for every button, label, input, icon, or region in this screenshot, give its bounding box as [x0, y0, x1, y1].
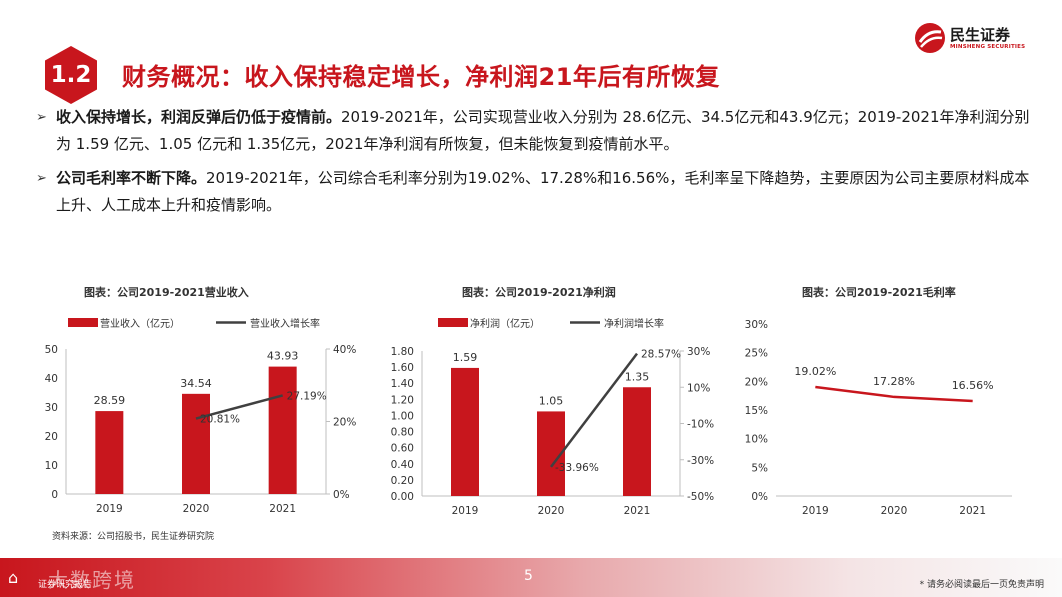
bullet-bold-lead: 公司毛利率不断下降。 — [56, 169, 207, 187]
page-number: 5 — [524, 568, 533, 584]
page-title: 财务概况：收入保持稳定增长，净利润21年后有所恢复 — [122, 63, 720, 91]
y-tick-label: 1.00 — [391, 410, 414, 422]
chart-title: 图表：公司2019-2021营业收入 — [84, 285, 249, 299]
data-source-note: 资料来源：公司招股书，民生证券研究院 — [52, 532, 215, 542]
x-tick-label: 2021 — [624, 505, 651, 517]
y2-tick-label: -50% — [687, 491, 714, 503]
footer-bar — [0, 558, 1062, 597]
chart-title: 图表：公司2019-2021毛利率 — [802, 285, 956, 299]
legend-label-bar: 营业收入（亿元） — [100, 317, 180, 330]
bullet-text: 2019-2021年，公司实现营业收入分别为 28.6亿元、34.5亿元和43.… — [56, 108, 1030, 153]
bullet-item: ➢ 收入保持增长，利润反弹后仍低于疫情前。2019-2021年，公司实现营业收入… — [36, 104, 1036, 158]
y-tick-label: 20% — [745, 376, 768, 388]
section-badge — [40, 44, 102, 106]
footer-report-label: 证券研究报告 — [38, 580, 93, 590]
bar-data-label: 28.59 — [94, 394, 126, 407]
line-data-label: -33.96% — [555, 462, 599, 474]
arrow-bullet-icon: ➢ — [36, 110, 47, 125]
bullet-bold-lead: 收入保持增长，利润反弹后仍低于疫情前。 — [56, 108, 342, 126]
gross-margin-chart: 图表：公司2019-2021毛利率 0% 5% 10% 15% 20% 25% 30% 2019… — [745, 285, 1012, 517]
y-tick-label: 1.60 — [391, 362, 414, 374]
company-logo: 民生证券 MINSHENG SECURITIES — [914, 18, 1034, 58]
y2-tick-label: -10% — [687, 419, 714, 431]
bar — [182, 393, 210, 494]
bar — [95, 411, 124, 494]
bullet-list: ➢ 收入保持增长，利润反弹后仍低于疫情前。2019-2021年，公司实现营业收入… — [36, 104, 1036, 226]
y2-tick-label: 0% — [333, 489, 350, 501]
y2-tick-label: 10% — [687, 382, 710, 394]
y-tick-label: 50 — [45, 344, 58, 356]
x-tick-label: 2020 — [183, 503, 210, 515]
minsheng-logo-icon — [915, 23, 945, 53]
x-tick-label: 2020 — [538, 505, 565, 517]
y-tick-label: 10% — [745, 434, 768, 446]
chart-title: 图表：公司2019-2021净利润 — [462, 285, 616, 299]
bar — [623, 387, 651, 496]
y-tick-label: 15% — [745, 405, 768, 417]
legend-swatch-bar — [438, 318, 468, 327]
disclaimer-note: * 请务必阅读最后一页免责声明 — [919, 580, 1044, 590]
bar-data-label: 1.35 — [625, 370, 650, 383]
y-tick-label: 1.80 — [391, 346, 414, 358]
line-data-label: 17.28% — [873, 375, 915, 388]
bar — [451, 367, 479, 496]
y-tick-label: 30 — [45, 402, 58, 414]
series-line — [815, 385, 973, 403]
y-tick-label: 0% — [751, 491, 768, 503]
line-segment — [550, 352, 638, 468]
x-tick-label: 2021 — [269, 503, 296, 515]
logo-name: 民生证券 — [950, 26, 1011, 44]
y-tick-label: 25% — [745, 348, 768, 360]
y-tick-label: 1.20 — [391, 394, 414, 406]
legend-label-line: 净利润增长率 — [604, 317, 664, 330]
y-tick-label: 30% — [745, 319, 768, 331]
line-data-label: 20.81% — [200, 414, 240, 426]
bar-data-label: 1.05 — [539, 394, 564, 407]
legend-swatch-bar — [68, 318, 98, 327]
y-tick-label: 0.40 — [391, 459, 414, 471]
line-data-label: 28.57% — [641, 349, 681, 361]
legend-label-bar: 净利润（亿元） — [470, 317, 540, 330]
bullet-text: 2019-2021年，公司综合毛利率分别为19.02%、17.28%和16.56… — [56, 169, 1030, 214]
x-tick-label: 2020 — [881, 505, 908, 517]
y2-tick-label: 40% — [333, 344, 356, 356]
y-tick-label: 40 — [45, 373, 58, 385]
bar-data-label: 43.93 — [267, 350, 299, 363]
section-number: 1.2 — [50, 62, 92, 88]
logo-english-name: MINSHENG SECURITIES — [950, 44, 1026, 50]
watermark-text: 大数跨境 — [48, 568, 136, 592]
y2-tick-label: 30% — [687, 346, 710, 358]
line-data-label: 27.19% — [287, 390, 327, 402]
footer-logo-icon: ⌂ — [8, 568, 19, 587]
y-tick-label: 0 — [51, 489, 58, 501]
x-tick-label: 2019 — [802, 505, 829, 517]
y-tick-label: 0.80 — [391, 427, 414, 439]
line-segment — [195, 394, 283, 420]
x-tick-label: 2019 — [96, 503, 123, 515]
bar — [268, 366, 297, 494]
y2-tick-label: 20% — [333, 417, 356, 429]
y-tick-label: 0.20 — [391, 475, 414, 487]
arrow-bullet-icon: ➢ — [36, 171, 47, 186]
legend-label-line: 营业收入增长率 — [250, 317, 320, 330]
y-tick-label: 5% — [751, 462, 768, 474]
y-tick-label: 10 — [45, 460, 58, 472]
y-tick-label: 0.60 — [391, 443, 414, 455]
y-tick-label: 1.40 — [391, 378, 414, 390]
bar-data-label: 34.54 — [180, 377, 212, 390]
y-tick-label: 20 — [45, 431, 58, 443]
y2-tick-label: -30% — [687, 455, 714, 467]
y-tick-label: 0.00 — [391, 491, 414, 503]
bar-data-label: 1.59 — [453, 351, 478, 364]
bullet-item: ➢ 公司毛利率不断下降。2019-2021年，公司综合毛利率分别为19.02%、… — [36, 165, 1036, 219]
x-tick-label: 2019 — [452, 505, 479, 517]
line-data-label: 19.02% — [794, 365, 836, 378]
line-data-label: 16.56% — [952, 379, 994, 392]
x-tick-label: 2021 — [959, 505, 986, 517]
